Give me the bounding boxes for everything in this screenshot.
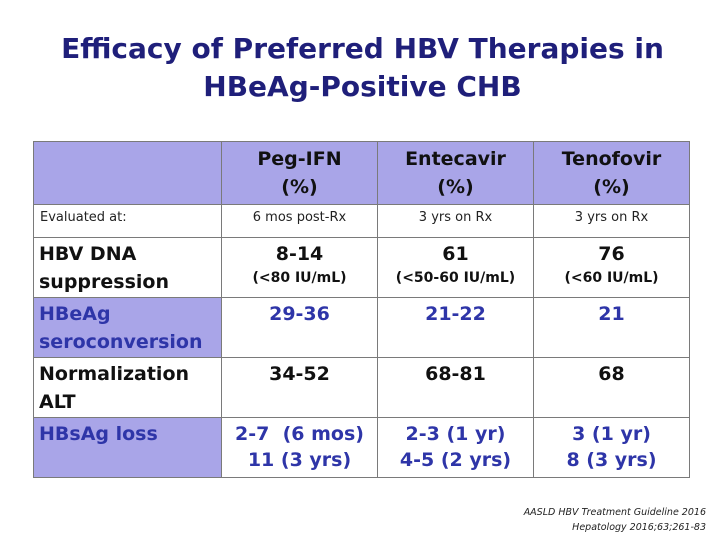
header-empty-cell bbox=[33, 141, 222, 205]
evaluated-peg-ifn: 6 mos post-Rx bbox=[221, 204, 378, 238]
evaluated-tenofovir: 3 yrs on Rx bbox=[533, 204, 690, 238]
row-label-hbv-dna: HBV DNA suppression bbox=[33, 237, 222, 298]
cell-hbsag-peg-ifn: 2-7 (6 mos) 11 (3 yrs) bbox=[221, 417, 378, 478]
header-entecavir: Entecavir (%) bbox=[377, 141, 534, 205]
evaluated-row: Evaluated at: 6 mos post-Rx 3 yrs on Rx … bbox=[33, 204, 690, 238]
title-line-2: HBeAg-Positive CHB bbox=[203, 70, 522, 103]
citation-line-1: AASLD HBV Treatment Guideline 2016 bbox=[523, 507, 706, 518]
row-label-alt: Normalization ALT bbox=[33, 357, 222, 418]
cell-hbsag-entecavir: 2-3 (1 yr) 4-5 (2 yrs) bbox=[377, 417, 534, 478]
citation-line-2: Hepatology 2016;63;261-83 bbox=[572, 522, 706, 533]
cell-hbeag-peg-ifn: 29-36 bbox=[221, 297, 378, 358]
cell-hbsag-tenofovir: 3 (1 yr) 8 (3 yrs) bbox=[533, 417, 690, 478]
cell-hbeag-tenofovir: 21 bbox=[533, 297, 690, 358]
header-tenofovir: Tenofovir (%) bbox=[533, 141, 690, 205]
row-label-hbeag: HBeAg seroconversion bbox=[33, 297, 222, 358]
row-label-hbsag: HBsAg loss bbox=[33, 417, 222, 478]
cell-alt-peg-ifn: 34-52 bbox=[221, 357, 378, 418]
header-peg-ifn: Peg-IFN (%) bbox=[221, 141, 378, 205]
citation: AASLD HBV Treatment Guideline 2016 Hepat… bbox=[524, 505, 706, 535]
efficacy-table: Peg-IFN (%) Entecavir (%) Tenofovir (%) Eva… bbox=[33, 141, 690, 478]
cell-hbv-dna-entecavir: 61 (<50-60 IU/mL) bbox=[377, 237, 534, 298]
evaluated-entecavir: 3 yrs on Rx bbox=[377, 204, 534, 238]
slide-title: Efficacy of Preferred HBV Therapies in H… bbox=[0, 30, 725, 106]
cell-alt-entecavir: 68-81 bbox=[377, 357, 534, 418]
evaluated-label: Evaluated at: bbox=[33, 204, 222, 238]
cell-hbv-dna-tenofovir: 76 (<60 IU/mL) bbox=[533, 237, 690, 298]
table-row-hbsag: HBsAg loss 2-7 (6 mos) 11 (3 yrs) 2-3 (1… bbox=[33, 417, 690, 478]
table-row-hbv-dna: HBV DNA suppression 8-14 (<80 IU/mL) 61 (… bbox=[33, 237, 690, 298]
cell-hbv-dna-peg-ifn: 8-14 (<80 IU/mL) bbox=[221, 237, 378, 298]
title-line-1: Efficacy of Preferred HBV Therapies in bbox=[61, 32, 664, 65]
cell-hbeag-entecavir: 21-22 bbox=[377, 297, 534, 358]
cell-alt-tenofovir: 68 bbox=[533, 357, 690, 418]
table-header-row: Peg-IFN (%) Entecavir (%) Tenofovir (%) bbox=[33, 141, 690, 205]
table-row-hbeag: HBeAg seroconversion 29-36 21-22 21 bbox=[33, 297, 690, 358]
table-row-alt: Normalization ALT 34-52 68-81 68 bbox=[33, 357, 690, 418]
